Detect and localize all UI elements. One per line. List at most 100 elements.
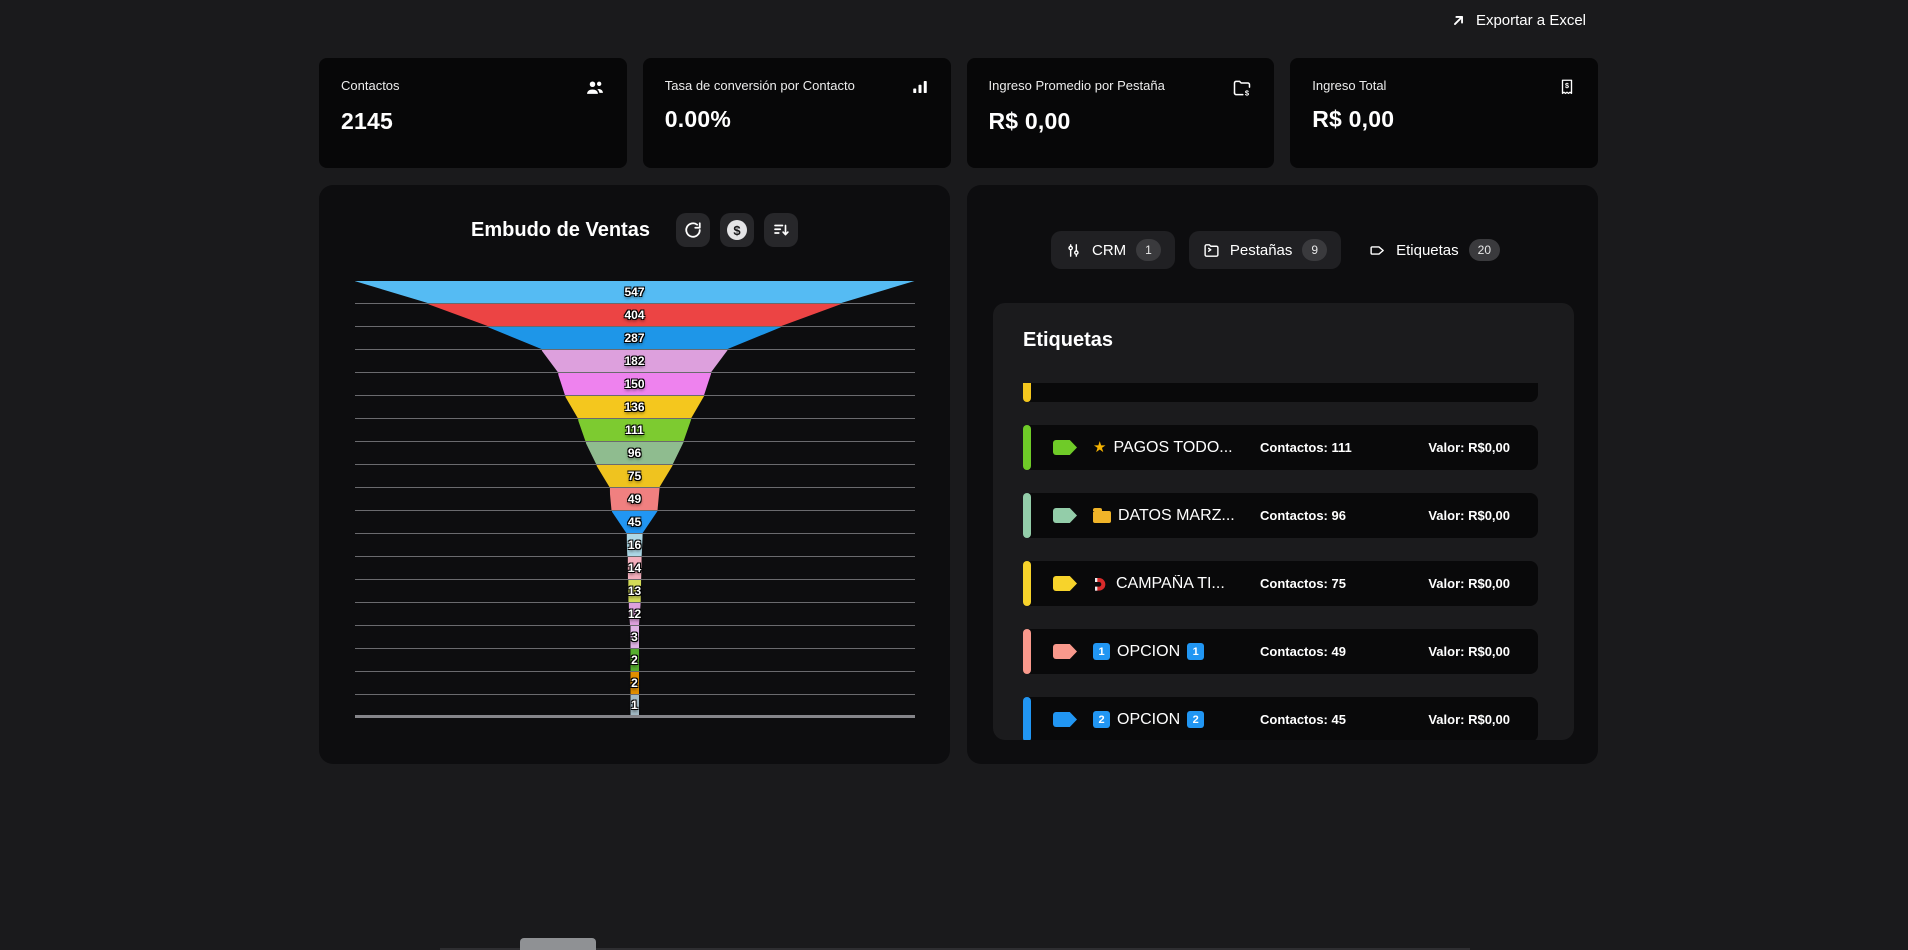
- funnel-value-label: 12: [627, 607, 642, 621]
- list-item-pagos-todo[interactable]: ★ PAGOS TODO... Contactos: 111 Valor: R$…: [1023, 425, 1538, 470]
- funnel-chart: 547 404 287 182 150 136 111 96 75 49 45 16 14 13 12 3 2 2…: [354, 281, 915, 718]
- funnel-value-label: 287: [624, 331, 645, 345]
- funnel-segment-row: 136: [354, 396, 915, 419]
- funnel-value-label: 547: [624, 285, 645, 299]
- funnel-segment[interactable]: [611, 511, 658, 533]
- tag-label-icon: [1053, 508, 1077, 523]
- stat-label: Tasa de conversión por Contacto: [664, 78, 855, 93]
- list-item-opcion-1[interactable]: 1 OPCION 1 Contactos: 49 Valor: R$0,00: [1023, 629, 1538, 674]
- list-item-partial[interactable]: [1023, 383, 1538, 402]
- funnel-segment[interactable]: [564, 396, 705, 418]
- tab-crm[interactable]: CRM 1: [1051, 231, 1175, 269]
- funnel-value-label: 150: [624, 377, 645, 391]
- export-excel-button[interactable]: Exportar a Excel: [1450, 12, 1586, 29]
- funnel-segment[interactable]: [427, 304, 841, 326]
- tab-pestanas[interactable]: Pestañas 9: [1188, 231, 1342, 269]
- list-item-datos-marz[interactable]: DATOS MARZ... Contactos: 96 Valor: R$0,0…: [1023, 493, 1538, 538]
- tags-panel: CRM 1 Pestañas 9 Etiquetas 20 Etiquetas: [967, 185, 1598, 764]
- stat-card-ingreso-promedio: Ingreso Promedio por Pestaña $ R$ 0,00: [966, 58, 1275, 168]
- stat-card-contactos: Contactos 2145: [319, 58, 627, 168]
- funnel-value-label: 111: [625, 423, 644, 437]
- funnel-segment-row: 16: [354, 534, 915, 557]
- item-accent-bar: [1023, 697, 1031, 740]
- funnel-segment[interactable]: [627, 580, 642, 602]
- funnel-value-label: 45: [627, 515, 642, 529]
- currency-toggle-button[interactable]: $: [719, 213, 754, 247]
- funnel-segment[interactable]: [577, 419, 691, 441]
- funnel-segment[interactable]: [626, 534, 643, 556]
- tag-label-icon: [1053, 712, 1077, 727]
- funnel-segment[interactable]: [628, 603, 641, 625]
- funnel-segment[interactable]: [627, 557, 642, 579]
- magnet-icon: [1093, 576, 1109, 592]
- funnel-segment[interactable]: [596, 465, 673, 487]
- funnel-segment[interactable]: [354, 281, 915, 303]
- item-name: 2 OPCION 2: [1093, 711, 1260, 729]
- stat-value: R$ 0,00: [1312, 106, 1395, 132]
- funnel-segment[interactable]: [630, 695, 639, 715]
- list-item-campana-ti[interactable]: CAMPAÑA TI... Contactos: 75 Valor: R$0,0…: [1023, 561, 1538, 606]
- item-accent-bar: [1023, 383, 1031, 402]
- list-item-opcion-2[interactable]: 2 OPCION 2 Contactos: 45 Valor: R$0,00: [1023, 697, 1538, 740]
- item-contacts: Contactos: 75: [1260, 576, 1346, 591]
- funnel-segment[interactable]: [630, 672, 639, 694]
- funnel-segment[interactable]: [585, 442, 684, 464]
- tab-label: CRM: [1092, 241, 1127, 259]
- stat-label: Ingreso Total: [1312, 78, 1387, 93]
- folder-dollar-icon: $: [1232, 78, 1252, 98]
- funnel-segment-row: 111: [354, 419, 915, 442]
- keycap-icon: 2: [1187, 711, 1205, 728]
- funnel-value-label: 1: [631, 698, 638, 712]
- item-name: ★ PAGOS TODO...: [1093, 438, 1233, 456]
- users-icon: [585, 78, 605, 98]
- tag-label-icon: [1053, 440, 1077, 455]
- tag-icon: [1369, 242, 1386, 259]
- item-value: Valor: R$0,00: [1428, 508, 1510, 523]
- funnel-title: Embudo de Ventas: [471, 218, 650, 241]
- stats-row: Contactos 2145 Tasa de conversión por Co…: [319, 58, 1598, 168]
- tab-count-badge: 9: [1302, 239, 1328, 261]
- keycap-icon: 1: [1093, 643, 1110, 660]
- item-accent-bar: [1023, 425, 1031, 470]
- funnel-segment-row: 547: [354, 281, 915, 304]
- funnel-segment-row: 75: [354, 465, 915, 488]
- funnel-segment-row: 14: [354, 557, 915, 580]
- tab-etiquetas[interactable]: Etiquetas 20: [1355, 231, 1514, 269]
- item-accent-bar: [1023, 629, 1031, 674]
- funnel-value-label: 13: [627, 584, 642, 598]
- stat-card-tasa-conversion: Tasa de conversión por Contacto 0.00%: [642, 58, 951, 168]
- funnel-value-label: 2: [631, 653, 638, 667]
- item-accent-bar: [1023, 561, 1031, 606]
- funnel-value-label: 3: [631, 630, 638, 644]
- item-name: 1 OPCION 1: [1093, 643, 1260, 661]
- refresh-button[interactable]: [675, 213, 710, 247]
- funnel-segment[interactable]: [630, 649, 639, 671]
- sort-button[interactable]: [763, 213, 798, 247]
- item-name: DATOS MARZ...: [1093, 507, 1260, 525]
- funnel-segment[interactable]: [557, 373, 711, 395]
- tab-label: Pestañas: [1229, 241, 1293, 259]
- funnel-segment-row: 2: [354, 649, 915, 672]
- item-contacts: Contactos: 111: [1260, 440, 1352, 455]
- bottom-scroll-track: [440, 948, 1470, 950]
- export-excel-label: Exportar a Excel: [1475, 12, 1586, 29]
- funnel-segment[interactable]: [630, 626, 639, 648]
- bottom-scroll-thumb[interactable]: [520, 938, 596, 950]
- funnel-segment[interactable]: [609, 488, 660, 510]
- funnel-segment-row: 150: [354, 373, 915, 396]
- funnel-segment-row: 45: [354, 511, 915, 534]
- funnel-segment[interactable]: [487, 327, 782, 349]
- stat-value: R$ 0,00: [988, 108, 1071, 134]
- tab-count-badge: 1: [1136, 239, 1161, 261]
- stat-value: 2145: [341, 108, 393, 134]
- item-value: Valor: R$0,00: [1428, 440, 1510, 455]
- item-contacts: Contactos: 49: [1260, 644, 1346, 659]
- funnel-segment[interactable]: [541, 350, 728, 372]
- item-name: CAMPAÑA TI...: [1093, 575, 1260, 593]
- funnel-value-label: 16: [627, 538, 642, 552]
- funnel-segment-row: 404: [354, 304, 915, 327]
- funnel-value-label: 136: [624, 400, 645, 414]
- sliders-icon: [1065, 242, 1082, 259]
- funnel-value-label: 75: [627, 469, 642, 483]
- sort-descending-icon: [772, 221, 790, 239]
